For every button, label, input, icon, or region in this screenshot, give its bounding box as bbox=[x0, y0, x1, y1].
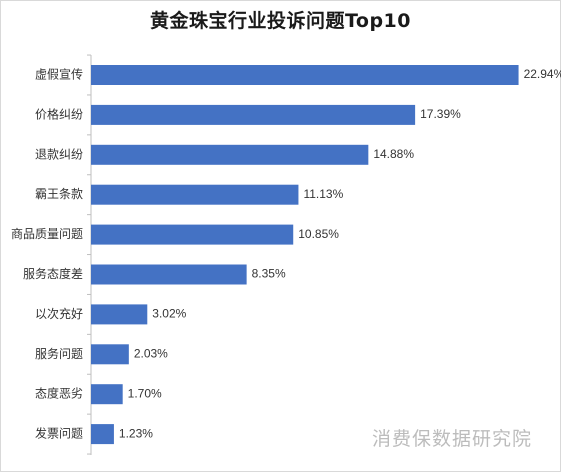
data-label: 17.39% bbox=[420, 107, 461, 121]
category-label: 霸王条款 bbox=[35, 187, 83, 201]
data-label: 2.03% bbox=[134, 346, 168, 360]
data-label: 1.70% bbox=[128, 386, 162, 400]
bar bbox=[91, 384, 123, 405]
category-label: 态度恶劣 bbox=[35, 386, 83, 401]
category-label: 价格纠纷 bbox=[35, 106, 83, 121]
bar bbox=[91, 264, 247, 285]
category-label: 退款纠纷 bbox=[35, 147, 83, 161]
bar bbox=[91, 104, 416, 125]
data-label: 22.94% bbox=[524, 67, 561, 81]
data-label: 3.02% bbox=[152, 307, 186, 321]
data-label: 1.23% bbox=[119, 426, 153, 440]
category-label: 商品质量问题 bbox=[11, 226, 83, 241]
bar bbox=[91, 304, 148, 325]
data-label: 14.88% bbox=[373, 147, 414, 161]
category-label: 虚假宣传 bbox=[35, 67, 83, 82]
bar bbox=[91, 424, 114, 445]
category-label: 发票问题 bbox=[35, 426, 83, 441]
bar bbox=[91, 224, 294, 245]
data-label: 10.85% bbox=[298, 227, 339, 241]
data-label: 11.13% bbox=[303, 187, 343, 201]
bar bbox=[91, 344, 129, 365]
category-label: 服务问题 bbox=[35, 346, 83, 361]
data-label: 8.35% bbox=[252, 267, 286, 281]
chart-title: 黄金珠宝行业投诉问题Top10 bbox=[149, 10, 412, 32]
bar bbox=[91, 144, 369, 165]
bar bbox=[91, 184, 299, 205]
category-label: 服务态度差 bbox=[23, 266, 83, 281]
watermark: 消费保数据研究院 bbox=[372, 428, 533, 450]
category-label: 以次充好 bbox=[35, 306, 83, 321]
bar bbox=[91, 65, 519, 85]
